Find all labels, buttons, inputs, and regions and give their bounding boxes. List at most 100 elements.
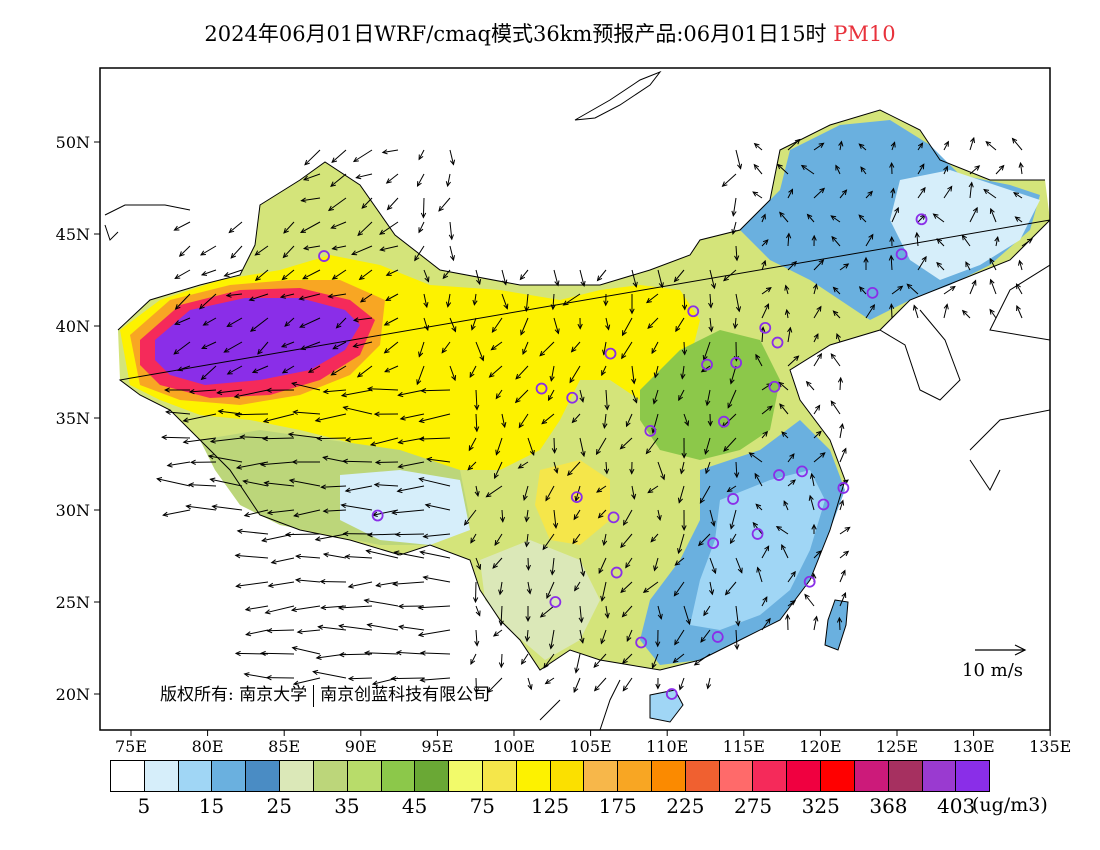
wind-vector-head [539, 350, 545, 357]
wind-vector-head [236, 528, 243, 534]
wind-vector [297, 629, 321, 633]
wind-vector-head [356, 372, 363, 378]
wind-vector-head [234, 411, 241, 418]
colorbar-tick-label: 125 [530, 794, 570, 818]
colorbar-swatch [956, 761, 990, 791]
wind-vector-head [472, 299, 478, 306]
wind-vector-head [449, 255, 455, 262]
wind-vector-head [495, 393, 501, 400]
wind-vector-head [174, 304, 181, 310]
wind-vector [735, 605, 739, 626]
wind-vector-head [811, 523, 817, 530]
wind-vector [596, 437, 607, 455]
wind-vector-head [419, 650, 426, 656]
wind-vector [521, 653, 529, 665]
colorbar-swatch [381, 761, 416, 791]
wind-vector-head [579, 396, 585, 403]
wind-vector [527, 557, 529, 570]
wind-vector-head [776, 163, 783, 170]
wind-vector [201, 269, 217, 276]
wind-vector [787, 479, 796, 487]
wind-vector [360, 293, 373, 303]
station-marker [701, 358, 713, 371]
wind-vector [761, 618, 771, 631]
copyright-org1: 南京大学 [239, 685, 308, 705]
wind-vector-head [577, 323, 583, 330]
wind-vector-head [235, 583, 242, 589]
wind-vector-head [359, 297, 366, 303]
wind-vector-head [261, 537, 268, 543]
wind-vector [343, 406, 373, 415]
wind-vector-head [552, 522, 559, 529]
wind-vector [779, 212, 789, 223]
wind-vector [709, 509, 715, 526]
wind-vector-head [754, 472, 760, 479]
wind-vector [331, 365, 347, 376]
wind-vector-head [709, 589, 715, 596]
wind-vector [680, 461, 685, 474]
wind-vector [650, 533, 659, 543]
wind-vector-head [320, 604, 327, 611]
wind-vector [622, 605, 633, 617]
wind-vector [813, 353, 822, 367]
wind-vector-head [448, 234, 454, 241]
wind-vector [244, 509, 269, 517]
wind-vector-head [791, 260, 798, 267]
wind-vector [699, 485, 711, 504]
longitude-axis: 75E 80E 85E 90E 95E 100E 105E 110E 115E 120E 125E 1… [115, 730, 1071, 756]
wind-vector-head [424, 276, 430, 283]
wind-vector [210, 478, 243, 487]
wind-vector [515, 365, 529, 380]
lat-label: 25N [56, 593, 90, 612]
wind-vector-head [322, 388, 329, 395]
wind-vector [494, 533, 503, 546]
wind-vector-head [968, 181, 974, 188]
wind-vector-head [989, 207, 995, 214]
wind-vector-head [816, 305, 822, 312]
copyright-separator [313, 684, 315, 707]
wind-vector [245, 605, 269, 611]
wind-vector [755, 354, 763, 367]
wind-vector [286, 533, 321, 536]
wind-vector [284, 317, 295, 327]
wind-vector-head [727, 402, 733, 409]
wind-vector-head [337, 605, 344, 611]
wind-vector [678, 533, 685, 554]
wind-vector-head [794, 138, 801, 145]
wind-vector [418, 221, 425, 233]
wind-vector-head [386, 204, 393, 211]
wind-vector-head [580, 450, 586, 458]
wind-vector [781, 431, 789, 439]
wind-vector [296, 579, 321, 583]
wind-vector-head [731, 228, 737, 236]
wind-vector [395, 533, 425, 536]
wind-vector-head [762, 239, 769, 245]
wind-vector [400, 413, 425, 420]
wind-vector [338, 605, 373, 609]
colorbar-swatch [246, 761, 281, 791]
wind-vector [839, 570, 846, 583]
wind-vector [331, 221, 347, 229]
lon-label: 95E [421, 737, 453, 756]
japan-outline [969, 264, 1050, 491]
wind-vector [384, 317, 399, 326]
wind-vector-head [970, 136, 975, 144]
wind-vector-head [374, 459, 381, 465]
wind-vector-head [418, 227, 424, 234]
wind-vector [723, 269, 737, 281]
wind-vector-head [327, 205, 334, 212]
wind-vector-head [710, 520, 716, 527]
wind-vector-head [475, 610, 481, 617]
wind-vector [357, 365, 373, 378]
wind-vector-head [322, 455, 329, 461]
wind-vector-head [317, 624, 324, 630]
wind-vector-head [161, 434, 167, 440]
korea-outline [879, 309, 961, 401]
wind-vector [468, 437, 477, 451]
station-marker [607, 511, 620, 524]
wind-vector [421, 389, 451, 392]
wind-vector-head [385, 271, 392, 276]
wind-vector-head [765, 617, 771, 624]
wind-vector [365, 652, 399, 655]
wind-vector-head [837, 376, 844, 383]
